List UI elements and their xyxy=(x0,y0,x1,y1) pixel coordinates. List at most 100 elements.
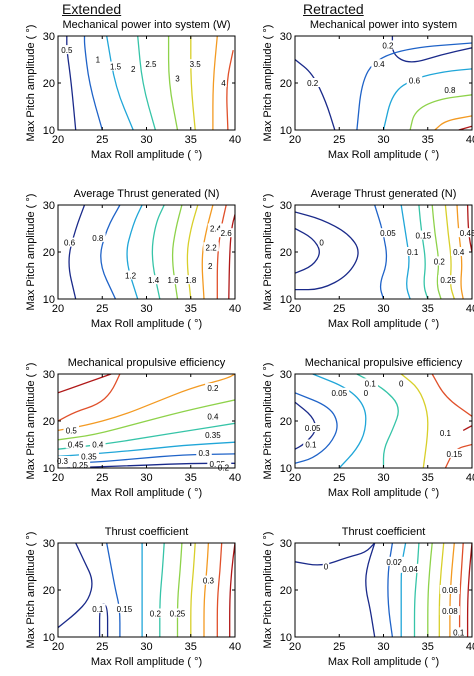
contour-line xyxy=(226,49,234,130)
contour-line xyxy=(418,205,429,299)
contour-label: 2 xyxy=(131,65,136,74)
contour-line xyxy=(186,205,199,299)
y-tick-label: 10 xyxy=(280,632,292,644)
y-axis-label: Max Pitch amplitude ( °) xyxy=(25,194,37,311)
contour-label: 0.8 xyxy=(444,86,456,95)
x-tick-label: 25 xyxy=(333,472,345,484)
contour-label: 0 xyxy=(324,563,329,572)
contour-line xyxy=(391,36,472,63)
x-tick-label: 25 xyxy=(333,134,345,146)
contour-plot: Average Thrust generated (N) 0.6 0.8 1.2 1.4… xyxy=(25,188,241,330)
x-tick-label: 25 xyxy=(96,472,108,484)
y-tick-label: 20 xyxy=(43,585,55,597)
y-axis-label: Max Pitch amplitude ( °) xyxy=(262,363,274,480)
contour-label: 1.5 xyxy=(110,63,122,72)
contour-line xyxy=(201,205,214,299)
x-tick-label: 40 xyxy=(466,641,474,653)
contour-line xyxy=(438,543,445,637)
contour-label: 0.4 xyxy=(207,412,219,421)
contour-plot: Mechanical propulsive efficiency 0.5 0.45 0… xyxy=(25,357,241,499)
x-axis-label: Max Roll amplitude ( °) xyxy=(328,656,439,668)
y-tick-label: 10 xyxy=(43,125,55,137)
x-tick-label: 30 xyxy=(377,303,389,315)
y-tick-label: 30 xyxy=(280,369,292,381)
x-tick-label: 20 xyxy=(52,134,64,146)
contour-line xyxy=(295,543,376,566)
contour-line xyxy=(106,543,121,637)
contour-label: 0.05 xyxy=(380,229,396,238)
contour-label: 0.25 xyxy=(170,610,186,619)
x-tick-label: 25 xyxy=(96,303,108,315)
contour-line xyxy=(382,68,472,130)
x-tick-label: 20 xyxy=(289,134,301,146)
contour-label: 3.5 xyxy=(190,60,202,69)
x-tick-label: 20 xyxy=(52,641,64,653)
x-tick-label: 30 xyxy=(140,303,152,315)
contour-label: 0.3 xyxy=(198,449,210,458)
y-tick-label: 20 xyxy=(43,78,55,90)
contour-label: 2 xyxy=(208,262,213,271)
contour-line xyxy=(413,543,420,637)
contour-line xyxy=(58,374,121,422)
contour-line xyxy=(83,36,103,130)
plot-title: Average Thrust generated (N) xyxy=(74,188,220,200)
contour-label: 0.1 xyxy=(92,605,104,614)
x-tick-label: 35 xyxy=(185,303,197,315)
x-axis-label: Max Roll amplitude ( °) xyxy=(91,656,202,668)
plot-title: Mechanical propulsive efficiency xyxy=(305,357,463,369)
contour-label: 0.35 xyxy=(81,452,97,461)
contour-label: 0.05 xyxy=(331,389,347,398)
contour-label: 0.3 xyxy=(57,457,69,466)
y-axis-label: Max Pitch amplitude ( °) xyxy=(262,25,274,142)
contour-line xyxy=(431,374,472,417)
x-tick-label: 35 xyxy=(422,472,434,484)
contour-label: 0.2 xyxy=(150,610,162,619)
contour-label: 0.15 xyxy=(117,605,133,614)
y-tick-label: 10 xyxy=(43,463,55,475)
x-tick-label: 35 xyxy=(422,303,434,315)
y-axis-label: Max Pitch amplitude ( °) xyxy=(25,363,37,480)
contour-label: 0.2 xyxy=(307,79,319,88)
contour-label: 0.1 xyxy=(440,429,452,438)
column-header-retracted: Retracted xyxy=(303,1,364,17)
contour-line xyxy=(151,205,165,299)
contour-label: 4 xyxy=(221,79,226,88)
contour-lines xyxy=(66,36,234,130)
contour-lines xyxy=(58,543,235,637)
contour-panel: Mechanical power into system (W) 0.5 1 1.5 2… xyxy=(0,0,241,169)
y-tick-label: 20 xyxy=(280,416,292,428)
contour-line xyxy=(458,125,472,130)
x-tick-label: 30 xyxy=(140,134,152,146)
contour-line xyxy=(466,543,472,637)
contour-label: 0.1 xyxy=(365,379,377,388)
contour-line xyxy=(106,36,134,130)
contour-line xyxy=(458,543,464,637)
contour-label: 0.45 xyxy=(460,229,474,238)
contour-line xyxy=(100,205,121,299)
contour-plot: Mechanical propulsive efficiency 0 0.05 0.1… xyxy=(262,357,474,499)
contour-line xyxy=(203,543,210,637)
y-tick-label: 30 xyxy=(280,31,292,43)
contour-panel: Average Thrust generated (N) 0.6 0.8 1.2 1.4… xyxy=(0,169,241,338)
y-tick-label: 30 xyxy=(280,538,292,550)
contour-line xyxy=(228,214,235,299)
contour-line xyxy=(171,205,183,299)
contour-line xyxy=(176,543,183,637)
contour-label: 1.4 xyxy=(148,276,160,285)
contour-panel: Thrust coefficient 0 0.02 0.04 0.06 0.08 0.1 20… xyxy=(237,507,474,676)
contour-plot: Average Thrust generated (N) 0 0.05 0.1 0.15… xyxy=(262,188,474,330)
contour-line xyxy=(312,374,367,468)
y-tick-label: 30 xyxy=(43,31,55,43)
plot-title: Mechanical power into system (W) xyxy=(62,19,230,31)
y-axis-label: Max Pitch amplitude ( °) xyxy=(262,532,274,649)
plot-frame xyxy=(57,542,236,638)
contour-line xyxy=(431,205,442,299)
contour-lines xyxy=(295,543,472,637)
y-tick-label: 20 xyxy=(43,247,55,259)
contour-line xyxy=(58,374,235,432)
contour-label: 0.6 xyxy=(409,77,421,86)
contour-label: 0.06 xyxy=(442,586,458,595)
contour-label: 0.45 xyxy=(68,441,84,450)
x-tick-label: 40 xyxy=(466,134,474,146)
x-tick-label: 40 xyxy=(229,641,241,653)
